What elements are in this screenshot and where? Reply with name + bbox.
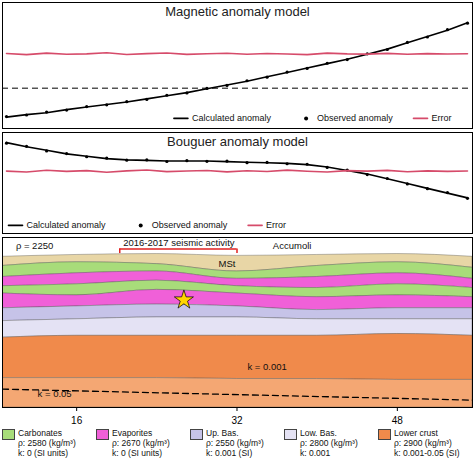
html-text:k: 0.001-0.05 (SI): k: 0.001-0.05 (SI) xyxy=(394,448,460,458)
html-text:ρ: 2800 (kg/m³): ρ: 2800 (kg/m³) xyxy=(300,438,358,448)
svg-text:Calculated anomaly: Calculated anomaly xyxy=(192,113,272,123)
svg-text:16: 16 xyxy=(71,415,83,425)
html-text:Up. Bas.: Up. Bas. xyxy=(206,428,239,438)
svg-text:MSt: MSt xyxy=(219,258,236,269)
svg-text:Observed anomaly: Observed anomaly xyxy=(152,220,228,230)
svg-text:Error: Error xyxy=(266,220,286,230)
html-text:k: 0 (SI units): k: 0 (SI units) xyxy=(112,448,163,458)
svg-text:2016-2017 seismic activity: 2016-2017 seismic activity xyxy=(123,237,235,248)
svg-text:k = 0.001: k = 0.001 xyxy=(247,361,286,372)
svg-text:Bouguer anomaly model: Bouguer anomaly model xyxy=(167,134,308,149)
svg-text:32: 32 xyxy=(231,415,243,425)
svg-text:Magnetic anomaly model: Magnetic anomaly model xyxy=(165,4,310,19)
html-text:Lower crust: Lower crust xyxy=(394,428,438,438)
svg-text:Error: Error xyxy=(432,113,452,123)
svg-text:48: 48 xyxy=(392,415,404,425)
svg-text:k = 0.05: k = 0.05 xyxy=(38,388,72,399)
html-text:ρ: 2900 (kg/m³): ρ: 2900 (kg/m³) xyxy=(394,438,452,448)
html-text:k: 0.001 (SI): k: 0.001 (SI) xyxy=(206,448,253,458)
svg-text:Accumoli: Accumoli xyxy=(273,240,312,251)
svg-text:ρ = 2250: ρ = 2250 xyxy=(16,240,53,251)
html-text:ρ: 2550 (kg/m³): ρ: 2550 (kg/m³) xyxy=(206,438,264,448)
svg-text:Calculated anomaly: Calculated anomaly xyxy=(27,220,107,230)
html-text:ρ: 2670 (kg/m³): ρ: 2670 (kg/m³) xyxy=(112,438,170,448)
html-text:ρ: 2580 (kg/m³): ρ: 2580 (kg/m³) xyxy=(18,438,76,448)
html-text:k: 0.001: k: 0.001 xyxy=(300,448,331,458)
html-text:Low. Bas.: Low. Bas. xyxy=(300,428,337,438)
html-text:k: 0 (SI units): k: 0 (SI units) xyxy=(18,448,69,458)
html-text:Evaporites: Evaporites xyxy=(112,428,153,438)
html-text:Carbonates: Carbonates xyxy=(18,428,62,438)
svg-text:Observed anomaly: Observed anomaly xyxy=(317,113,393,123)
